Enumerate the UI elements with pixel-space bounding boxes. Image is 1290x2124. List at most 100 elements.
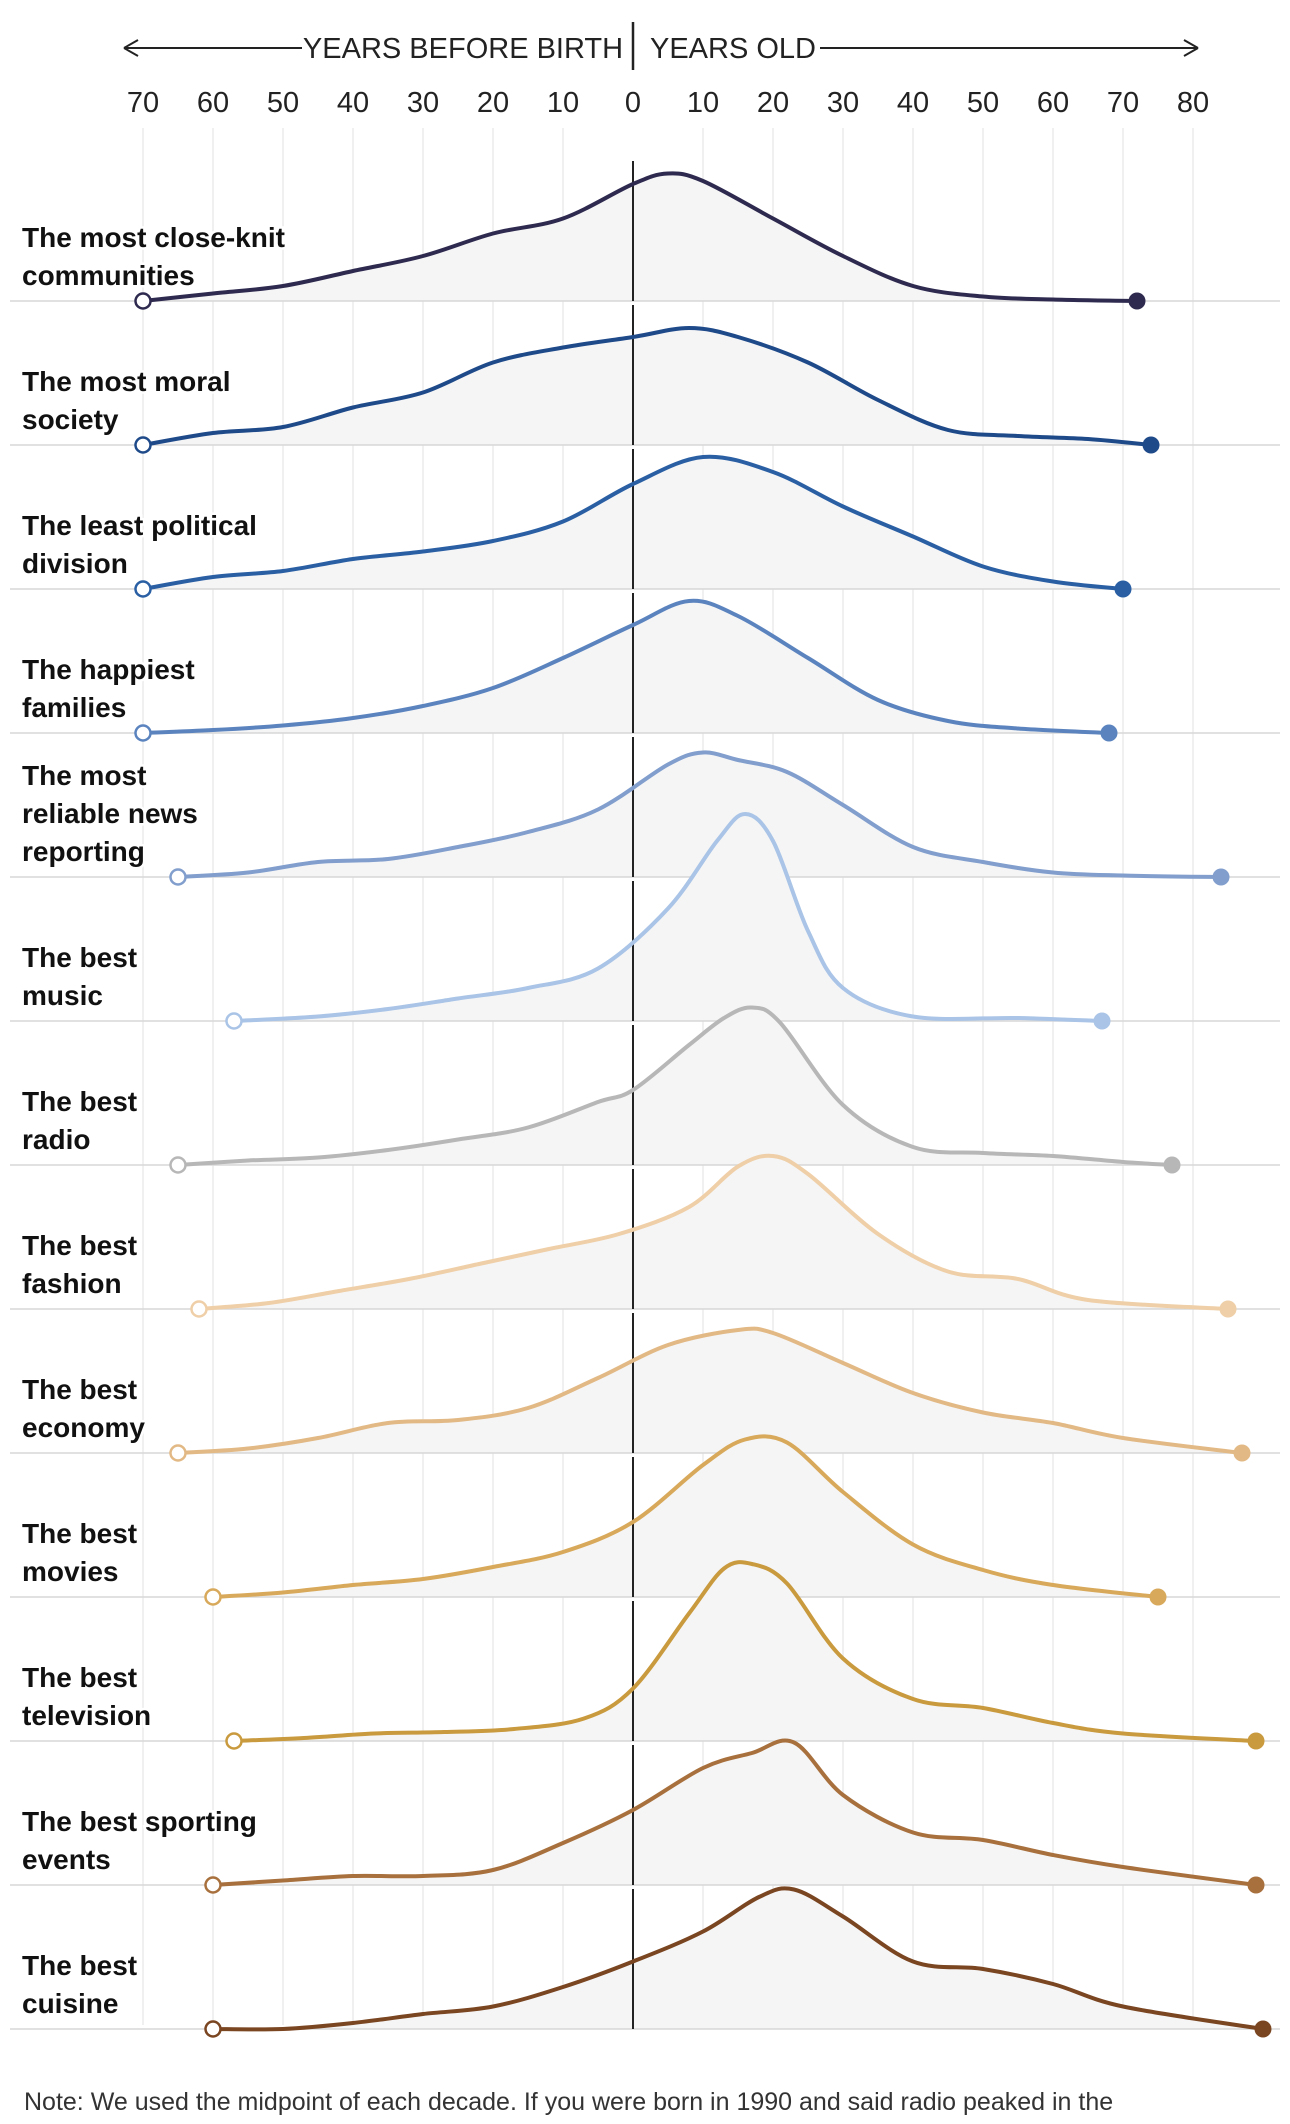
row-label: cuisine (22, 1988, 118, 2019)
ridge-9 (10, 1313, 1280, 1462)
ridge-area (178, 1007, 1172, 1165)
ridge-line (177, 750, 1222, 879)
start-marker (169, 868, 187, 886)
end-marker (1142, 436, 1160, 454)
x-tick-label: 30 (407, 87, 439, 119)
ridge-area (143, 600, 1109, 733)
row-label: The happiest (22, 654, 195, 685)
ridge-6 (10, 812, 1280, 1030)
start-marker (134, 292, 152, 310)
ridge-1 (10, 161, 1280, 310)
ridge-area (178, 752, 1221, 877)
row-label: radio (22, 1124, 90, 1155)
x-tick-label: 50 (967, 87, 999, 119)
row-label: The best (22, 942, 137, 973)
row-label: music (22, 980, 103, 1011)
ridge-line (212, 1434, 1159, 1599)
x-tick-label: 10 (547, 87, 579, 119)
ridge-line (177, 1005, 1173, 1167)
start-marker (204, 2020, 222, 2038)
row-label: The least political (22, 510, 257, 541)
ridge-line (212, 1738, 1257, 1887)
row-label: The most moral (22, 366, 230, 397)
ridge-10 (10, 1434, 1280, 1606)
x-tick-label: 10 (687, 87, 719, 119)
years-old-label: YEARS OLD (650, 33, 816, 65)
end-marker (1212, 868, 1230, 886)
ridge-line (212, 1886, 1264, 2032)
x-tick-label: 60 (197, 87, 229, 119)
ridge-5 (10, 737, 1280, 886)
x-tick-label: 40 (897, 87, 929, 119)
ridge-area (234, 814, 1102, 1021)
ridge-7 (10, 1005, 1280, 1174)
end-marker (1114, 580, 1132, 598)
row-label: The best (22, 1230, 137, 1261)
ridge-2 (10, 305, 1280, 454)
start-marker (169, 1444, 187, 1462)
ridge-3 (10, 449, 1280, 598)
left-arrow-head (123, 39, 139, 57)
ridge-area (143, 328, 1151, 445)
row-label: division (22, 548, 128, 579)
row-label: economy (22, 1412, 145, 1443)
ridge-area (213, 1740, 1256, 1885)
x-tick-label: 30 (827, 87, 859, 119)
start-marker (225, 1012, 243, 1030)
ridge-11 (10, 1560, 1280, 1750)
start-marker (190, 1300, 208, 1318)
end-marker (1149, 1588, 1167, 1606)
row-label: The best sporting (22, 1806, 257, 1837)
row-label: television (22, 1700, 151, 1731)
end-marker (1100, 724, 1118, 742)
end-marker (1163, 1156, 1181, 1174)
row-label: The best (22, 1518, 137, 1549)
ridge-area (213, 1436, 1158, 1597)
x-tick-label: 50 (267, 87, 299, 119)
x-tick-label: 70 (127, 87, 159, 119)
start-marker (204, 1588, 222, 1606)
ridge-line (142, 171, 1138, 303)
end-marker (1128, 292, 1146, 310)
start-marker (204, 1876, 222, 1894)
ridge-8 (10, 1153, 1280, 1318)
ridge-line (142, 454, 1124, 591)
x-tick-label: 20 (757, 87, 789, 119)
row-label: The best (22, 1950, 137, 1981)
x-tick-label: 60 (1037, 87, 1069, 119)
x-tick-label: 80 (1177, 87, 1209, 119)
start-marker (134, 724, 152, 742)
ridges (10, 161, 1280, 2038)
ridge-line (233, 812, 1103, 1023)
row-label: The best (22, 1374, 137, 1405)
row-label: communities (22, 260, 195, 291)
row-label: fashion (22, 1268, 122, 1299)
ridge-line (198, 1153, 1229, 1311)
footnote: Note: We used the midpoint of each decad… (24, 2088, 1114, 2116)
end-marker (1233, 1444, 1251, 1462)
ridge-area (213, 1888, 1263, 2030)
row-label: reporting (22, 836, 145, 867)
row-label: society (22, 404, 119, 435)
end-marker (1247, 1876, 1265, 1894)
start-marker (134, 580, 152, 598)
x-tick-label: 20 (477, 87, 509, 119)
end-marker (1247, 1732, 1265, 1750)
right-arrow-head (1183, 39, 1199, 57)
row-label: families (22, 692, 126, 723)
x-tick-labels: 70 60 50 40 30 20 10 0 10 20 30 40 50 60 70 80 (127, 87, 1209, 119)
row-label: The most close-knit (22, 222, 285, 253)
row-label: The best (22, 1086, 137, 1117)
chart-header: YEARS BEFORE BIRTH YEARS OLD (123, 22, 1199, 70)
ridge-line (233, 1560, 1257, 1743)
start-marker (169, 1156, 187, 1174)
end-marker (1254, 2020, 1272, 2038)
row-label: events (22, 1844, 111, 1875)
ridge-12 (10, 1738, 1280, 1894)
row-label: The most (22, 760, 146, 791)
end-marker (1219, 1300, 1237, 1318)
x-tick-label: 0 (625, 87, 641, 119)
end-marker (1093, 1012, 1111, 1030)
row-label: The best (22, 1662, 137, 1693)
